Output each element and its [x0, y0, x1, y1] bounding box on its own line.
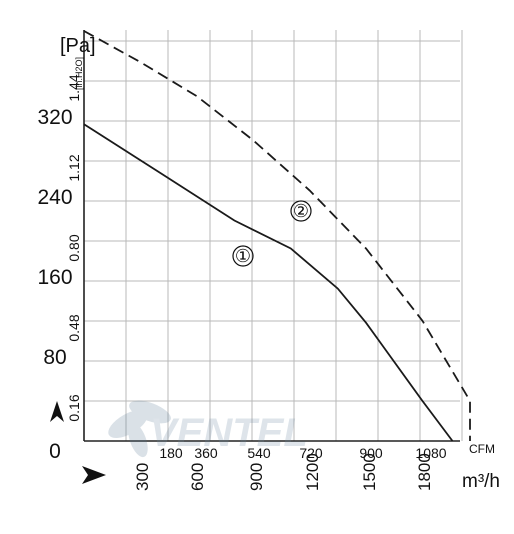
y-tick-pa: 0 — [49, 440, 61, 463]
x-tick-m3h: 600 — [188, 463, 207, 491]
x-tick-cfm: 900 — [359, 445, 383, 461]
x-tick-m3h: 1200 — [303, 453, 322, 491]
y-direction-arrow-icon — [50, 401, 64, 422]
x-tick-cfm: 720 — [299, 445, 323, 461]
y-tick-pa: 320 — [37, 106, 72, 129]
grid — [84, 30, 463, 441]
curve-label-2-text: ② — [293, 201, 309, 222]
x-tick-m3h: 900 — [247, 463, 266, 491]
watermark-text: VENTEL — [150, 411, 308, 455]
y-unit-pa: [Pa] — [60, 35, 96, 57]
x-tick-m3h: 1800 — [415, 453, 434, 491]
x-tick-cfm: 540 — [247, 445, 271, 461]
curve-label-1-text: ① — [235, 246, 251, 267]
watermark-logo: VENTEL — [108, 400, 308, 458]
y-tick-pa: 80 — [43, 346, 66, 369]
x-unit-cfm: CFM — [469, 442, 495, 456]
curve-label-2: ② — [290, 200, 312, 222]
y-tick-inh2o: 0.16 — [66, 394, 82, 421]
series-line-2 — [83, 30, 471, 441]
y-tick-pa: 240 — [37, 186, 72, 209]
curve-label-1: ① — [232, 245, 254, 267]
y-unit-inh2o: [in.H2O] — [74, 57, 84, 90]
x-tick-m3h: 1500 — [360, 453, 379, 491]
curves — [83, 30, 471, 442]
y-tick-inh2o: 1.12 — [66, 154, 82, 181]
y-tick-inh2o: 1.44 — [66, 74, 82, 101]
y-tick-inh2o: 0.80 — [66, 234, 82, 261]
y-tick-pa: 160 — [37, 266, 72, 289]
y-tick-inh2o: 0.48 — [66, 314, 82, 341]
series-line-1 — [83, 123, 454, 442]
x-unit-m3h: m³/h — [462, 471, 500, 492]
ticks: 0 80 160 240 320 0.16 0.48 0.80 1.12 1.44 180 360 54… — [37, 74, 446, 491]
x-tick-cfm: 360 — [194, 445, 218, 461]
x-tick-m3h: 300 — [133, 463, 152, 491]
x-tick-cfm: 1080 — [415, 445, 446, 461]
x-tick-cfm: 180 — [159, 445, 183, 461]
x-direction-arrow-icon — [82, 466, 106, 484]
